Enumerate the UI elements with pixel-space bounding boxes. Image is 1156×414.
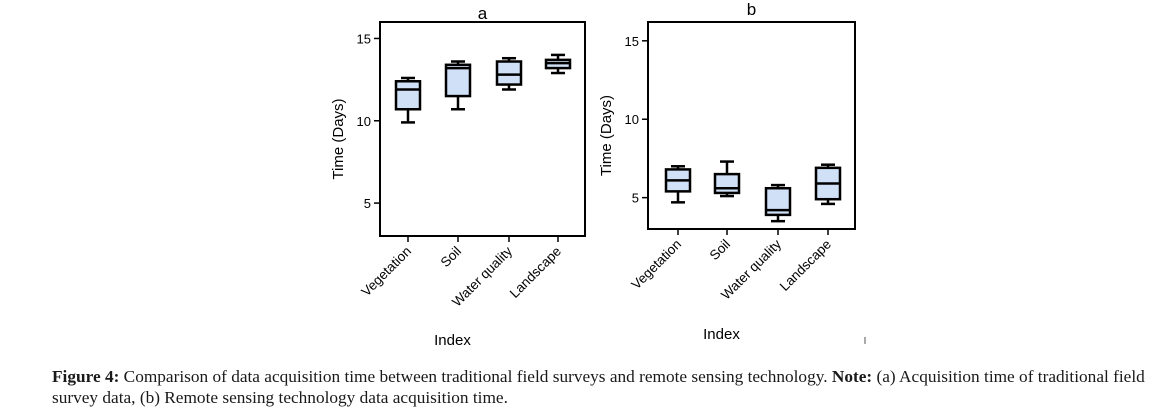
iqr-box — [444, 63, 472, 98]
box-vegetation — [394, 76, 422, 124]
x-tick-label: Vegetation — [358, 244, 414, 300]
box-water-quality — [764, 183, 792, 223]
y-tick-label: 15 — [357, 31, 371, 46]
y-tick-label: 5 — [632, 191, 639, 206]
y-tick-label: 15 — [625, 34, 639, 49]
x-tick-label: Landscape — [507, 244, 564, 301]
y-tick-label: 10 — [357, 114, 371, 129]
chart-title: a — [478, 4, 488, 23]
y-tick-label: 5 — [364, 196, 371, 211]
box-soil — [713, 160, 741, 198]
caption-label: Figure 4: — [52, 367, 120, 386]
x-tick-label: Landscape — [777, 237, 834, 294]
x-tick-label: Vegetation — [628, 237, 684, 293]
plot-frame — [647, 21, 856, 230]
figure-caption: Figure 4: Comparison of data acquisition… — [52, 366, 1147, 408]
box-vegetation — [664, 165, 692, 204]
iqr-box — [713, 172, 741, 195]
y-axis-label: Time (Days) — [330, 98, 347, 179]
chart-title: b — [747, 0, 756, 19]
iqr-box — [495, 60, 523, 86]
box-landscape — [814, 163, 842, 206]
caption-text: Comparison of data acquisition time betw… — [119, 367, 832, 386]
caption-note-text: (a) Acquisition time of traditional fiel… — [52, 367, 1145, 407]
x-axis-label: Index — [434, 332, 471, 349]
x-tick-label: Soil — [438, 244, 465, 271]
box-soil — [444, 60, 472, 111]
box-water-quality — [495, 56, 523, 91]
box-landscape — [544, 53, 572, 75]
plot-frame — [379, 21, 586, 237]
caption-note-label: Note: — [831, 367, 873, 386]
y-axis-label: Time (Days) — [598, 95, 615, 176]
x-axis-label: Index — [703, 326, 740, 343]
x-tick-label: Soil — [707, 237, 734, 264]
y-tick-label: 10 — [625, 112, 639, 127]
iqr-box — [394, 80, 422, 111]
